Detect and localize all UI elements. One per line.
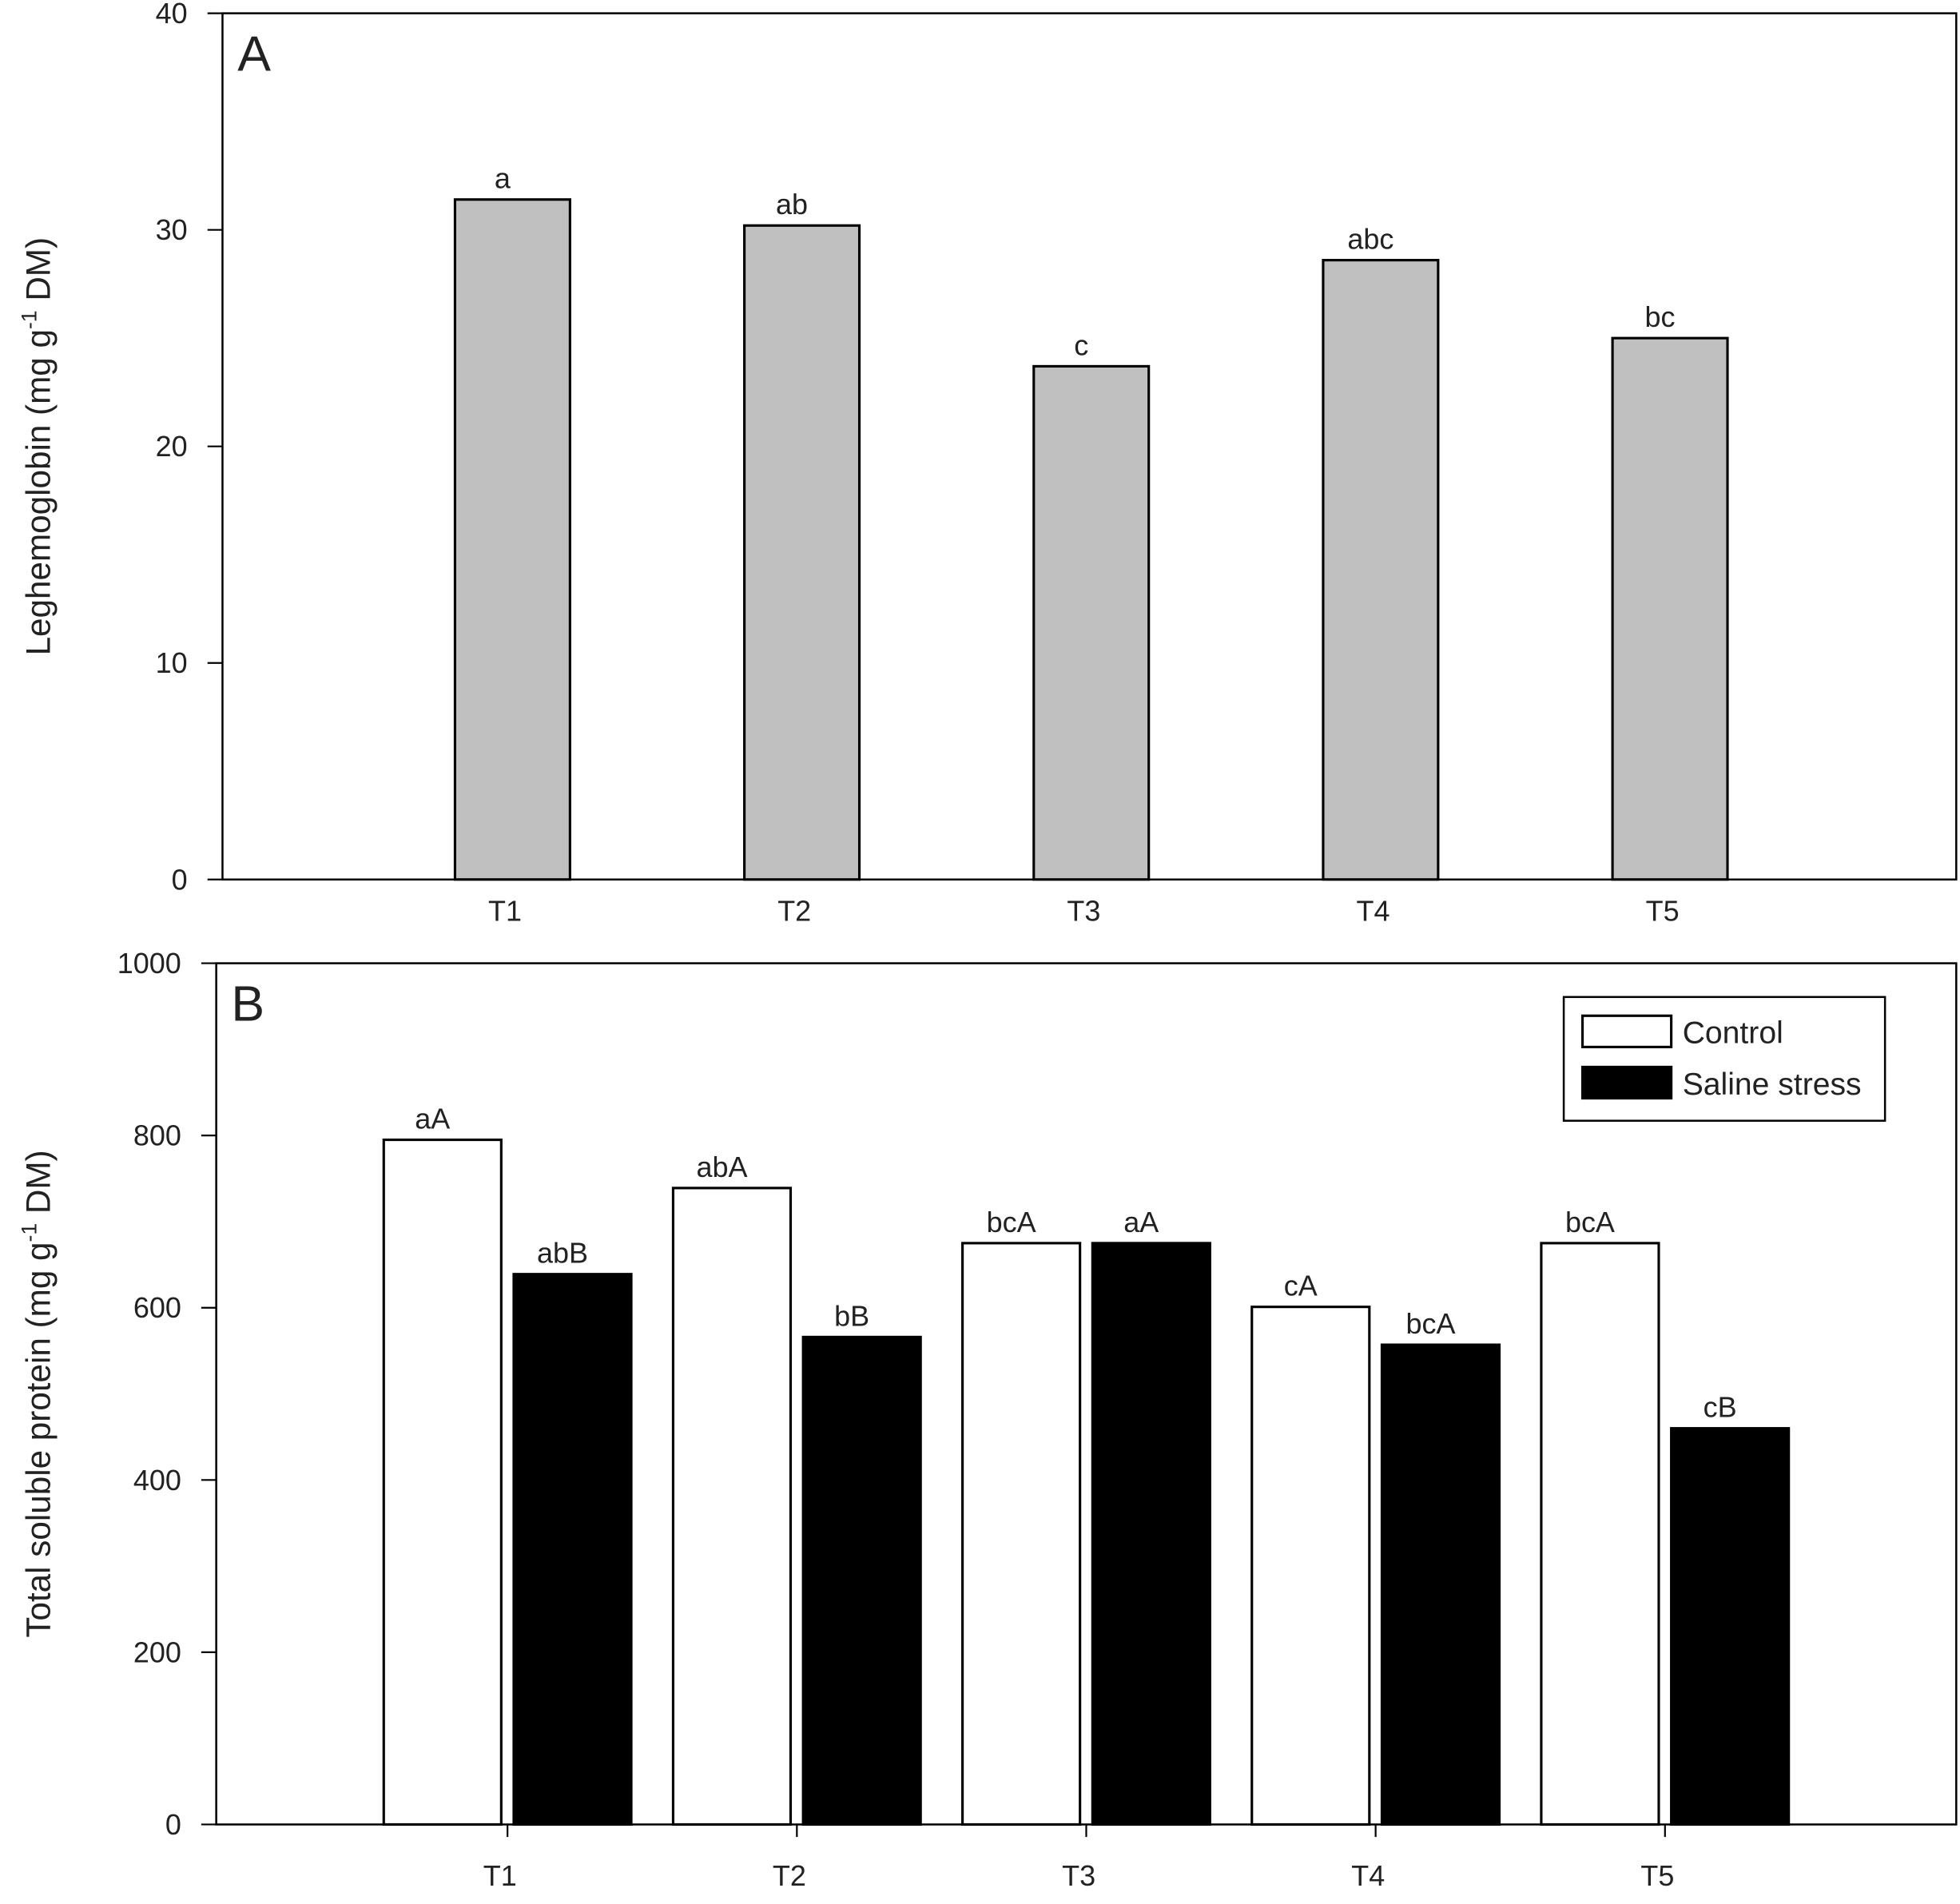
bar	[1540, 1242, 1660, 1826]
y-tick-label: 0	[172, 863, 188, 896]
y-axis-label: Leghemoglobin (mg g-1 DM)	[17, 237, 57, 655]
y-axis-label-part: Leghemoglobin (mg g	[20, 329, 58, 655]
bar	[1091, 1242, 1211, 1826]
significance-label: a	[495, 162, 511, 195]
significance-label: abB	[537, 1237, 588, 1270]
significance-label: abc	[1347, 223, 1393, 256]
y-tick-label: 200	[133, 1636, 181, 1668]
bar	[1322, 259, 1440, 881]
legend-swatch	[1580, 1065, 1673, 1100]
y-tick-label: 10	[156, 646, 188, 679]
x-tick-label: T1	[483, 1859, 517, 1892]
y-tick-label: 30	[156, 213, 188, 246]
y-tick-label: 1000	[117, 947, 181, 980]
y-axis-label-part: DM)	[20, 237, 58, 310]
y-tick-label: 800	[133, 1119, 181, 1152]
legend-swatch	[1580, 1014, 1673, 1048]
bar	[1032, 364, 1151, 881]
bar	[671, 1187, 793, 1826]
significance-label: aA	[1123, 1206, 1159, 1238]
significance-label: cA	[1284, 1270, 1318, 1302]
significance-label: aA	[415, 1102, 450, 1135]
bar	[512, 1273, 633, 1826]
y-tick-label: 600	[133, 1291, 181, 1324]
bar	[801, 1335, 922, 1826]
significance-label: cB	[1704, 1391, 1737, 1424]
x-tick-label: T5	[1646, 894, 1680, 927]
bar	[1380, 1343, 1501, 1826]
y-axis-label-part: DM)	[20, 1150, 58, 1222]
panel-label: B	[231, 976, 264, 1032]
x-tick-label: T4	[1351, 1859, 1385, 1892]
significance-label: bc	[1645, 300, 1676, 333]
x-tick-label: T4	[1357, 894, 1390, 927]
y-tick-label: 20	[156, 430, 188, 463]
x-tick-label: T5	[1640, 1859, 1674, 1892]
significance-label: bcA	[1405, 1307, 1455, 1340]
bar	[1250, 1306, 1371, 1826]
y-tick-label: 0	[165, 1808, 181, 1841]
y-axis-label: Total soluble protein (mg g-1 DM)	[17, 1150, 57, 1637]
bar	[382, 1138, 503, 1826]
y-tick-label: 400	[133, 1464, 181, 1497]
bar	[961, 1242, 1082, 1826]
legend-label: Control	[1683, 1016, 1783, 1051]
x-tick-label: T3	[1062, 1859, 1095, 1892]
y-axis-label-part: -1	[17, 1223, 41, 1242]
x-tick-label: T1	[488, 894, 522, 927]
significance-label: abA	[696, 1151, 747, 1183]
bar	[453, 198, 571, 881]
x-tick-label: T2	[777, 894, 811, 927]
bar	[1670, 1427, 1791, 1826]
legend-label: Saline stress	[1683, 1067, 1862, 1102]
bar	[1611, 336, 1729, 881]
y-tick-label: 40	[156, 0, 188, 30]
x-tick-label: T3	[1067, 894, 1100, 927]
x-tick-label: T2	[773, 1859, 806, 1892]
significance-label: bB	[834, 1299, 869, 1332]
bar	[743, 224, 861, 881]
panel-label: A	[237, 26, 271, 82]
significance-label: ab	[776, 188, 808, 221]
significance-label: bcA	[987, 1206, 1036, 1238]
significance-label: bcA	[1565, 1206, 1615, 1238]
y-axis-label-part: -1	[17, 310, 41, 329]
significance-label: c	[1074, 328, 1088, 361]
y-axis-label-part: Total soluble protein (mg g	[20, 1242, 58, 1637]
